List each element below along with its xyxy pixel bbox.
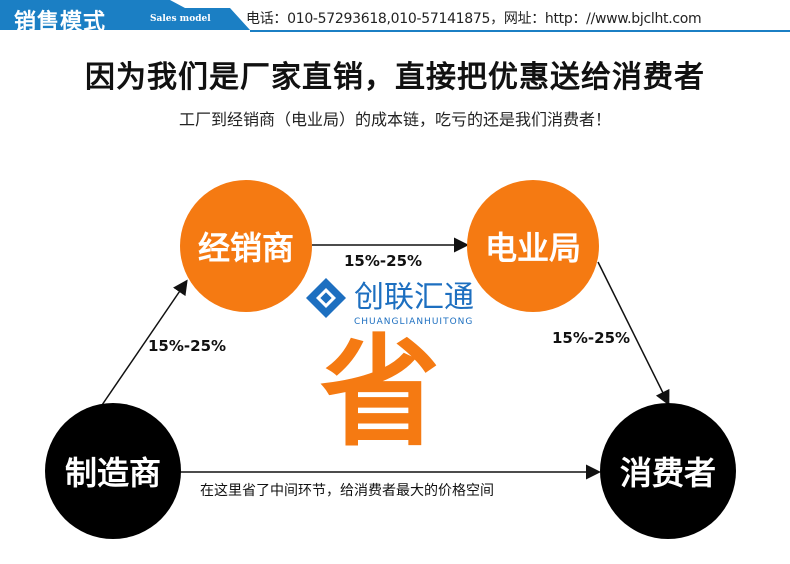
node-bureau: 电业局 [467,180,599,312]
arrow-bureau-consumer [597,261,670,406]
label-maker-consumer: 在这里省了中间环节，给消费者最大的价格空间 [200,483,494,499]
label-dealer-bureau: 15%-25% [344,252,423,270]
arrow-maker-dealer [101,279,188,406]
tagline: 工厂到经销商（电业局）的成本链，吃亏的还是我们消费者！ [178,110,611,129]
node-maker: 制造商 [45,403,181,539]
brand-logo: 创联汇通 [304,276,474,320]
logo-pinyin: CHUANGLIANHUITONG [354,317,474,327]
label-maker-dealer: 15%-25% [148,337,227,355]
logo-icon [306,278,346,318]
node-consumer: 消费者 [600,403,736,539]
headline: 因为我们是厂家直销，直接把优惠送给消费者 [85,60,705,95]
section-subtitle: Sales model [150,14,211,24]
contact-info: 电话：010-57293618,010-57141875，网址：http：//w… [246,11,702,27]
section-title: 销售模式 [14,10,107,35]
label-bureau-consumer: 15%-25% [552,329,631,347]
header-bar [0,0,790,32]
save-character: 省 [320,324,440,463]
logo-name: 创联汇通 [354,280,474,315]
node-dealer: 经销商 [180,180,312,312]
